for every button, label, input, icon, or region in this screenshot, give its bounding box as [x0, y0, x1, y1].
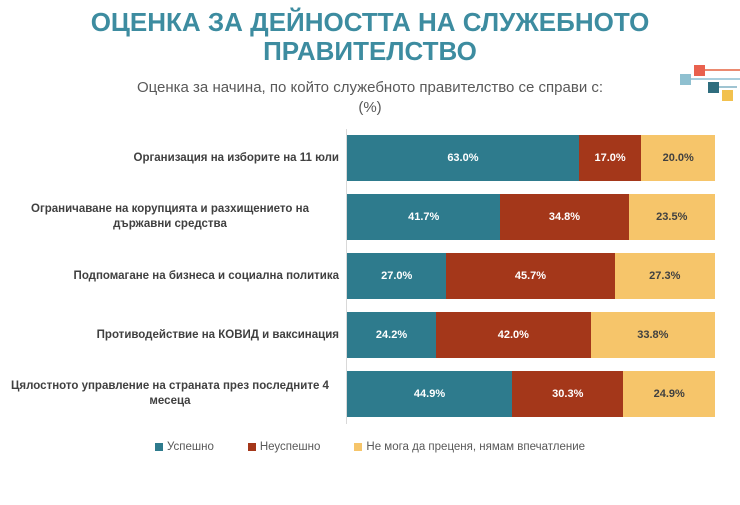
- bar-value-label: 24.9%: [653, 388, 685, 401]
- legend-item: Успешно: [154, 440, 214, 453]
- page-title: ОЦЕНКА ЗА ДЕЙНОСТТА НА СЛУЖЕБНОТО ПРАВИТ…: [90, 7, 650, 67]
- bar-value-label: 23.5%: [656, 211, 688, 224]
- bar-value-label: 20.0%: [662, 152, 694, 165]
- stacked-bar-chart: Организация на изборите на 11 юли 63.0% 17…: [0, 128, 740, 424]
- bar-segment: 23.5%: [628, 194, 715, 241]
- chart-subtitle-line2: (%): [358, 99, 382, 117]
- stacked-bar: 41.7% 34.8% 23.5%: [347, 194, 715, 241]
- chart-row: Подпомагане на бизнеса и социална полити…: [0, 246, 740, 306]
- logo-square-red: [694, 65, 705, 76]
- row-label-cell: Подпомагане на бизнеса и социална полити…: [0, 246, 347, 306]
- logo-line-icon: [705, 69, 740, 71]
- bar-segment: 42.0%: [436, 312, 591, 359]
- stacked-bar: 27.0% 45.7% 27.3%: [347, 253, 715, 300]
- chart-subtitle-line1: Оценка за начина, по който служебното пр…: [136, 79, 604, 97]
- category-label: Подпомагане на бизнеса и социална полити…: [73, 269, 339, 282]
- chart-legend: Успешно Неуспешно Не мога да преценя, няма…: [0, 441, 740, 453]
- bar-segment: 45.7%: [446, 253, 615, 300]
- legend-label: Успешно: [166, 440, 214, 453]
- brand-logo-icon: [664, 62, 740, 108]
- logo-line-icon: [719, 86, 737, 88]
- legend-swatch-icon: [247, 442, 256, 451]
- legend-swatch-icon: [154, 442, 163, 451]
- bar-value-label: 41.7%: [408, 211, 440, 224]
- chart-row: Ограничаване на корупцията и разхищениет…: [0, 187, 740, 247]
- bar-value-label: 45.7%: [514, 270, 547, 283]
- legend-item: Неуспешно: [247, 440, 321, 453]
- legend-label: Неуспешно: [259, 440, 321, 453]
- bar-value-label: 17.0%: [594, 152, 626, 165]
- chart-row: Организация на изборите на 11 юли 63.0% 17…: [0, 128, 740, 188]
- bar-value-label: 34.8%: [548, 211, 581, 224]
- legend-label: Не мога да преценя, нямам впечатление: [366, 440, 586, 453]
- bar-segment: 17.0%: [578, 135, 642, 182]
- row-label-cell: Цялостното управление на страната през п…: [0, 364, 347, 424]
- bar-value-label: 27.0%: [381, 270, 413, 283]
- logo-square-lightblue: [680, 74, 691, 85]
- bar-value-label: 44.9%: [413, 388, 446, 401]
- category-label: Противодействие на КОВИД и ваксинация: [96, 328, 339, 341]
- chart-row: Цялостното управление на страната през п…: [0, 364, 740, 424]
- bar-segment: 44.9%: [347, 371, 513, 418]
- bar-value-label: 33.8%: [637, 329, 669, 342]
- logo-line-icon: [691, 78, 740, 80]
- row-label-cell: Противодействие на КОВИД и ваксинация: [0, 305, 347, 365]
- bar-segment: 63.0%: [347, 135, 579, 182]
- stacked-bar: 44.9% 30.3% 24.9%: [347, 371, 715, 418]
- bar-segment: 24.9%: [623, 371, 715, 418]
- bar-segment: 30.3%: [512, 371, 624, 418]
- chart-rows: Организация на изборите на 11 юли 63.0% 17…: [0, 128, 740, 424]
- bar-segment: 20.0%: [641, 135, 715, 182]
- chart-row: Противодействие на КОВИД и ваксинация 24.…: [0, 305, 740, 365]
- bar-segment: 27.3%: [614, 253, 715, 300]
- legend-item: Не мога да преценя, нямам впечатление: [354, 441, 585, 453]
- category-label: Ограничаване на корупцията и разхищениет…: [31, 203, 309, 231]
- bar-value-label: 24.2%: [375, 329, 408, 342]
- bar-value-label: 63.0%: [447, 152, 479, 165]
- logo-square-yellow: [722, 90, 733, 101]
- row-label-cell: Организация на изборите на 11 юли: [0, 128, 347, 188]
- bar-segment: 34.8%: [500, 194, 629, 241]
- category-label: Цялостното управление на страната през п…: [11, 380, 329, 408]
- row-label-cell: Ограничаване на корупцията и разхищениет…: [0, 187, 347, 247]
- category-label: Организация на изборите на 11 юли: [133, 151, 339, 164]
- chart-subtitle: Оценка за начина, по който служебното пр…: [0, 78, 740, 119]
- legend-swatch-icon: [354, 442, 363, 451]
- bar-value-label: 27.3%: [649, 270, 681, 283]
- stacked-bar: 63.0% 17.0% 20.0%: [347, 135, 715, 182]
- bar-value-label: 42.0%: [497, 329, 529, 342]
- stacked-bar: 24.2% 42.0% 33.8%: [347, 312, 716, 359]
- bar-segment: 27.0%: [347, 253, 447, 300]
- bar-segment: 33.8%: [590, 312, 716, 359]
- bar-segment: 41.7%: [347, 194, 501, 241]
- logo-square-teal: [708, 82, 719, 93]
- bar-segment: 24.2%: [347, 312, 437, 359]
- bar-value-label: 30.3%: [552, 388, 584, 401]
